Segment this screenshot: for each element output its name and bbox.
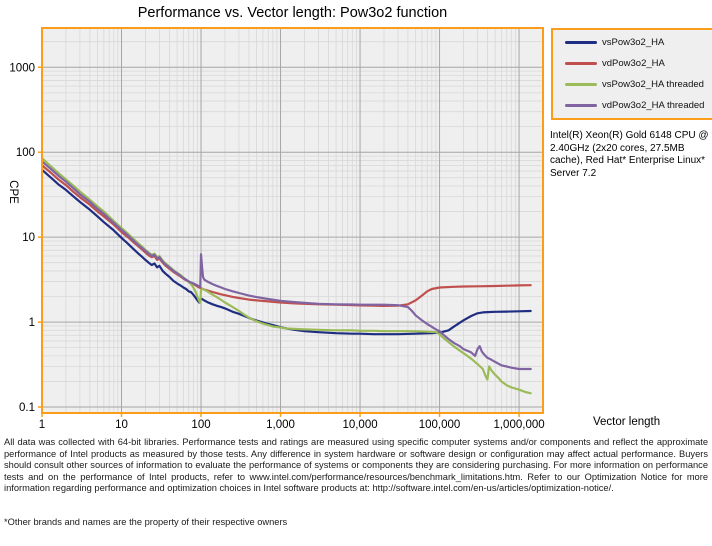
x-tick-label: 10: [115, 419, 128, 431]
performance-chart: 1 10 100 1,000 10,000 100,000 1,000,000 0.1 1 10 1…: [9, 27, 545, 431]
plot-background: [42, 28, 543, 413]
chart-legend: vsPow3o2_HA vdPow3o2_HA vsPow3o2_HA thread…: [551, 28, 712, 120]
series-line-vdPow3o2_HA threaded: [42, 160, 532, 371]
legend-item-label: vsPow3o2_HA threaded: [602, 79, 704, 90]
x-tick-label: 1,000: [266, 419, 295, 431]
legend-item: vsPow3o2_HA: [565, 32, 712, 53]
x-tick-label: 100: [191, 419, 210, 431]
y-axis-title: CPE: [6, 180, 19, 204]
y-tick-label: 0.1: [19, 402, 35, 414]
system-info-text: Intel(R) Xeon(R) Gold 6148 CPU @ 2.40GHz…: [550, 130, 709, 179]
legend-line-swatch: [565, 62, 597, 65]
x-tick-label: 100,000: [419, 419, 461, 431]
y-tick-label: 100: [16, 147, 35, 159]
x-tick-label: 10,000: [342, 419, 377, 431]
disclaimer-text: All data was collected with 64-bit libra…: [4, 437, 708, 494]
legend-line-swatch: [565, 83, 597, 86]
legend-line-swatch: [565, 104, 597, 107]
x-tick-label: 1,000,000: [493, 419, 544, 431]
legend-item-label: vsPow3o2_HA: [602, 37, 665, 48]
legend-item: vdPow3o2_HA: [565, 53, 712, 74]
trademark-note: *Other brands and names are the property…: [4, 517, 288, 527]
legend-item: vdPow3o2_HA threaded: [565, 95, 712, 116]
series-line-vdPow3o2_HA: [42, 164, 532, 307]
y-tick-label: 1000: [9, 62, 35, 74]
chart-title: Performance vs. Vector length: Pow3o2 fu…: [137, 5, 448, 21]
legend-line-swatch: [565, 41, 597, 44]
legend-item-label: vdPow3o2_HA: [602, 58, 665, 69]
plot-border: [41, 27, 544, 414]
y-tick-label: 1: [29, 317, 35, 329]
legend-item: vsPow3o2_HA threaded: [565, 74, 712, 95]
x-tick-label: 1: [39, 419, 45, 431]
legend-item-label: vdPow3o2_HA threaded: [602, 100, 705, 111]
series-line-vsPow3o2_HA: [42, 168, 532, 336]
x-axis-title: Vector length: [593, 416, 661, 428]
y-tick-label: 10: [22, 232, 35, 244]
